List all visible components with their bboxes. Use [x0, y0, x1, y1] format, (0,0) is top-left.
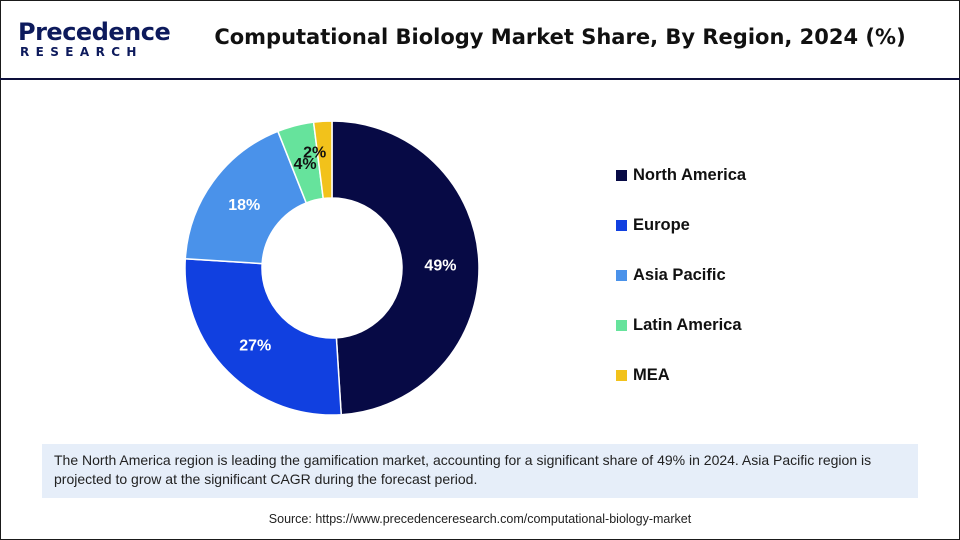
chart-legend: North America Europe Asia Pacific Latin Ame…: [616, 150, 746, 400]
slice-north-america: [331, 120, 480, 416]
data-label-asia-pacific: 18%: [228, 197, 260, 214]
data-label-europe: 27%: [239, 338, 271, 355]
summary-note-text: The North America region is leading the …: [54, 452, 872, 487]
legend-item-mea: MEA: [616, 350, 746, 400]
legend-swatch-asia-pacific: [616, 269, 627, 281]
legend-item-north-america: North America: [616, 150, 746, 200]
data-label-north-america: 49%: [424, 258, 456, 275]
source-line: Source: https://www.precedenceresearch.c…: [268, 512, 692, 526]
legend-label-asia-pacific: Asia Pacific: [633, 265, 726, 284]
legend-item-europe: Europe: [616, 200, 746, 250]
slice-mea: [312, 120, 333, 200]
legend-label-north-america: North America: [633, 165, 747, 184]
brand-logo: Precedence RESEARCH: [18, 18, 171, 62]
data-label-mea: 2%: [303, 145, 326, 162]
legend-swatch-mea: [616, 369, 627, 381]
brand-subtitle: RESEARCH: [20, 45, 143, 59]
legend-item-asia-pacific: Asia Pacific: [616, 250, 746, 300]
header: Precedence RESEARCH Computational Biolog…: [0, 0, 960, 78]
legend-label-europe: Europe: [633, 215, 690, 234]
slice-europe: [184, 257, 343, 416]
summary-note: The North America region is leading the …: [42, 444, 918, 498]
brand-name: Precedence: [18, 18, 171, 46]
slice-asia-pacific: [184, 130, 308, 265]
header-divider: [0, 78, 960, 80]
legend-swatch-latin-america: [616, 319, 627, 331]
data-label-latin-america: 4%: [293, 156, 316, 173]
chart-title: Computational Biology Market Share, By R…: [214, 25, 906, 49]
legend-label-mea: MEA: [633, 365, 670, 384]
legend-swatch-north-america: [616, 169, 627, 181]
legend-label-latin-america: Latin America: [633, 315, 742, 334]
legend-swatch-europe: [616, 219, 627, 231]
legend-item-latin-america: Latin America: [616, 300, 746, 350]
